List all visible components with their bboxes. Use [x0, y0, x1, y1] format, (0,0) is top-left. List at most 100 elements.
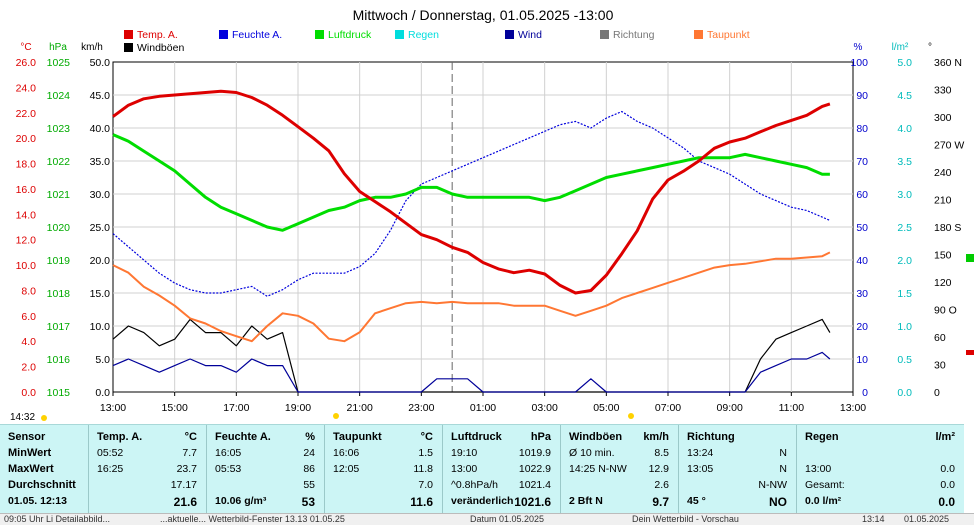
wind-tick-label: 15.0	[90, 288, 111, 300]
pressure-tick-label: 1016	[47, 354, 71, 366]
stats-row: 2.6	[561, 479, 679, 495]
x-tick-label: 19:00	[285, 402, 311, 414]
stats-row: 7.0	[325, 479, 443, 495]
pressure-tick-label: 1024	[47, 90, 71, 102]
stats-row: 05:53 86	[207, 463, 325, 479]
pressure-tick-label: 1020	[47, 222, 71, 234]
wind-tick-label: 25.0	[90, 222, 111, 234]
x-tick-label: 13:00	[840, 402, 866, 414]
rain-tick-label: 0.0	[897, 387, 912, 399]
stats-cell-value: N	[779, 463, 787, 475]
sunrise-icon	[628, 413, 634, 419]
pressure-tick-label: 1015	[47, 387, 71, 399]
wind-tick-label: 35.0	[90, 156, 111, 168]
wind-tick-label: 45.0	[90, 90, 111, 102]
stats-cell-label: 10.06 g/m³	[215, 495, 267, 507]
pressure-tick-label: 1018	[47, 288, 71, 300]
temp-tick-label: 22.0	[16, 108, 37, 120]
stats-row: 13:05 N	[679, 463, 797, 479]
stats-cell-value: %	[305, 431, 315, 443]
sunset-icon	[333, 413, 339, 419]
stats-cell-value: 9.7	[652, 495, 669, 509]
stats-row: 0.0 l/m² 0.0	[797, 495, 965, 511]
stats-cell-label: Gesamt:	[805, 479, 845, 491]
temp-tick-label: 2.0	[21, 362, 36, 374]
x-tick-label: 23:00	[408, 402, 434, 414]
stats-row: 16:06 1.5	[325, 447, 443, 463]
stats-row: 13:00 1022.9	[443, 463, 561, 479]
stats-cell-label: Feuchte A.	[215, 431, 271, 443]
stats-row: 05:52 7.7	[89, 447, 207, 463]
humidity-tick-label: 80	[856, 123, 868, 135]
x-tick-label: 15:00	[162, 402, 188, 414]
rain-tick-label: 1.0	[897, 321, 912, 333]
stats-cell-value: 1021.4	[518, 479, 551, 491]
series-line-feuchte-a	[112, 110, 831, 297]
stats-cell-value: 21.6	[173, 495, 197, 509]
stats-cell-value: N-NW	[758, 479, 787, 491]
stats-cell-label: MaxWert	[8, 463, 54, 475]
direction-tick-label: 60	[934, 332, 946, 344]
direction-tick-label: 360 N	[934, 57, 962, 69]
legend-label-6: Taupunkt	[707, 29, 750, 41]
chart-grid	[113, 62, 853, 392]
legend-label-3: Regen	[408, 29, 439, 41]
stats-column-2: Feuchte A.% 16:05 24 05:53 86 55 10.06 g/m³ 53	[206, 425, 325, 513]
stats-column-5: Windböen km/h Ø 10 min. 8.5 14:25 N-NW 12.9 2.…	[560, 425, 679, 513]
stats-cell-label: Richtung	[687, 431, 735, 443]
wind-tick-label: 30.0	[90, 189, 111, 201]
direction-tick-label: 270 W	[934, 140, 964, 152]
rain-tick-label: 4.5	[897, 90, 912, 102]
stats-cell-value: l/m²	[935, 431, 955, 443]
stats-row: 16:05 24	[207, 447, 325, 463]
humidity-tick-label: 50	[856, 222, 868, 234]
stats-cell-value: 23.7	[176, 463, 197, 475]
direction-tick-label: 240	[934, 167, 952, 179]
x-tick-label: 07:00	[655, 402, 681, 414]
stats-row: Durchschnitt	[0, 479, 88, 495]
stats-row: Luftdruck hPa	[443, 431, 561, 447]
stats-row: Gesamt: 0.0	[797, 479, 965, 495]
series-line-luftdruck	[112, 133, 830, 232]
legend-swatch-2	[315, 30, 324, 39]
status-text-4: Dein Wetterbild - Vorschau	[632, 514, 739, 524]
temp-unit-label: °C	[20, 42, 31, 53]
stats-cell-value: 1021.6	[514, 495, 551, 509]
corner-time: 14:32	[10, 412, 35, 423]
stats-cell-label: 0.0 l/m²	[805, 495, 842, 507]
stats-row: 16:25 23.7	[89, 463, 207, 479]
stats-cell-value: 1022.9	[518, 463, 551, 475]
stats-row: 10.06 g/m³ 53	[207, 495, 325, 511]
rain-tick-label: 3.0	[897, 189, 912, 201]
stats-cell-value: 0.0	[938, 495, 955, 509]
axis-unit-labels: °C hPa km/h % l/m² °	[20, 42, 932, 53]
stats-cell-label: Temp. A.	[97, 431, 143, 443]
direction-tick-label: 120	[934, 277, 952, 289]
legend-swatch-3	[395, 30, 404, 39]
stats-row: Temp. A. °C	[89, 431, 207, 447]
wind-tick-label: 40.0	[90, 123, 111, 135]
stats-cell-label: 13:00	[451, 463, 478, 475]
stats-cell-value: 8.5	[654, 447, 669, 459]
humidity-tick-label: 100	[850, 57, 868, 69]
temp-tick-label: 18.0	[16, 159, 37, 171]
stats-cell-value: 7.0	[418, 479, 433, 491]
pressure-tick-label: 1022	[47, 156, 71, 168]
stats-cell-value: hPa	[530, 431, 551, 443]
legend-swatch-7	[124, 43, 133, 52]
stats-column-7: Regen l/m² 13:00 0.0 Gesamt: 0.0 0.0 l/m² 0.0	[796, 425, 965, 513]
x-tick-label: 03:00	[532, 402, 558, 414]
stats-row: MinWert	[0, 447, 88, 463]
stats-row: 11.6	[325, 495, 443, 511]
stats-cell-value: °C	[184, 431, 197, 443]
stats-cell-value: 24	[303, 447, 315, 459]
x-tick-label: 05:00	[593, 402, 619, 414]
stats-cell-value: 86	[303, 463, 315, 475]
x-tick-label: 01:00	[470, 402, 496, 414]
stats-column-3: Taupunkt °C 16:06 1.5 12:05 11.8 7.0 11.6	[324, 425, 443, 513]
stats-row: 2 Bft N 9.7	[561, 495, 679, 511]
wind-unit-label: km/h	[81, 42, 103, 53]
stats-cell-label: 16:05	[215, 447, 242, 459]
legend-label-5: Richtung	[613, 29, 655, 41]
rain-tick-label: 2.0	[897, 255, 912, 267]
